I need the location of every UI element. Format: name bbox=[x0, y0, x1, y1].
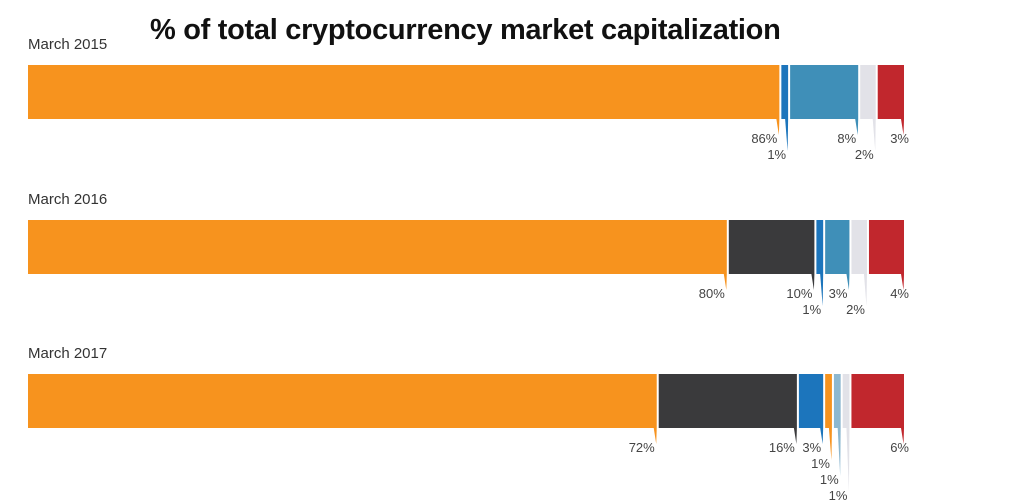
bar-segment bbox=[851, 220, 867, 274]
bar-segment bbox=[860, 65, 876, 119]
segment-leader bbox=[785, 119, 789, 151]
segment-leader bbox=[828, 428, 832, 460]
segment-value-label: 4% bbox=[890, 286, 909, 301]
bar-row: March 2016 80% 10%1% 3%2% 4% bbox=[28, 191, 909, 317]
bar-segment bbox=[816, 220, 824, 274]
segment-leader bbox=[811, 274, 815, 290]
bar-segment bbox=[28, 374, 657, 428]
segment-value-label: 1% bbox=[829, 488, 848, 503]
segment-leader bbox=[846, 428, 850, 492]
segment-leader bbox=[846, 274, 850, 290]
bar-segment bbox=[868, 220, 904, 274]
segment-leader bbox=[863, 274, 867, 306]
segment-value-label: 80% bbox=[699, 286, 725, 301]
segment-leader bbox=[901, 274, 904, 290]
bar-segment bbox=[28, 65, 780, 119]
segment-leader bbox=[793, 428, 797, 444]
segment-leader bbox=[653, 428, 657, 444]
segment-leader bbox=[901, 119, 904, 135]
bar-segment bbox=[877, 65, 904, 119]
segment-leader bbox=[723, 274, 727, 290]
segment-value-label: 1% bbox=[820, 472, 839, 487]
segment-value-label: 1% bbox=[802, 302, 821, 317]
bar-segment bbox=[658, 374, 797, 428]
chart-title: % of total cryptocurrency market capital… bbox=[150, 14, 781, 46]
segment-leader bbox=[901, 428, 904, 444]
bar-segment bbox=[833, 374, 841, 428]
segment-value-label: 3% bbox=[829, 286, 848, 301]
segment-leader bbox=[837, 428, 841, 476]
row-label: March 2016 bbox=[28, 191, 107, 208]
segment-leader bbox=[820, 274, 824, 306]
segment-leader bbox=[872, 119, 876, 151]
segment-value-label: 2% bbox=[846, 302, 865, 317]
segment-value-label: 6% bbox=[890, 440, 909, 455]
bar-segment bbox=[825, 220, 850, 274]
bar-segment bbox=[790, 65, 859, 119]
bar-segment bbox=[798, 374, 824, 428]
bar-segment bbox=[728, 220, 815, 274]
bar-segment bbox=[842, 374, 850, 428]
row-label: March 2017 bbox=[28, 345, 107, 362]
bar-row: March 2015 86%1% 8%2% 3% bbox=[28, 36, 909, 162]
row-label: March 2015 bbox=[28, 36, 107, 53]
segment-value-label: 3% bbox=[890, 131, 909, 146]
segment-value-label: 72% bbox=[629, 440, 655, 455]
segment-leader bbox=[855, 119, 859, 135]
segment-value-label: 2% bbox=[855, 147, 874, 162]
segment-leader bbox=[820, 428, 824, 444]
bar-segment bbox=[851, 374, 904, 428]
bar-segment bbox=[825, 374, 832, 428]
bar-segment bbox=[28, 220, 727, 274]
segment-value-label: 1% bbox=[767, 147, 786, 162]
bar-segment bbox=[781, 65, 789, 119]
segment-value-label: 8% bbox=[837, 131, 856, 146]
segment-leader bbox=[776, 119, 780, 135]
segment-value-label: 3% bbox=[802, 440, 821, 455]
segment-value-label: 1% bbox=[811, 456, 830, 471]
segment-value-label: 86% bbox=[751, 131, 777, 146]
segment-value-label: 10% bbox=[786, 286, 812, 301]
segment-value-label: 16% bbox=[769, 440, 795, 455]
